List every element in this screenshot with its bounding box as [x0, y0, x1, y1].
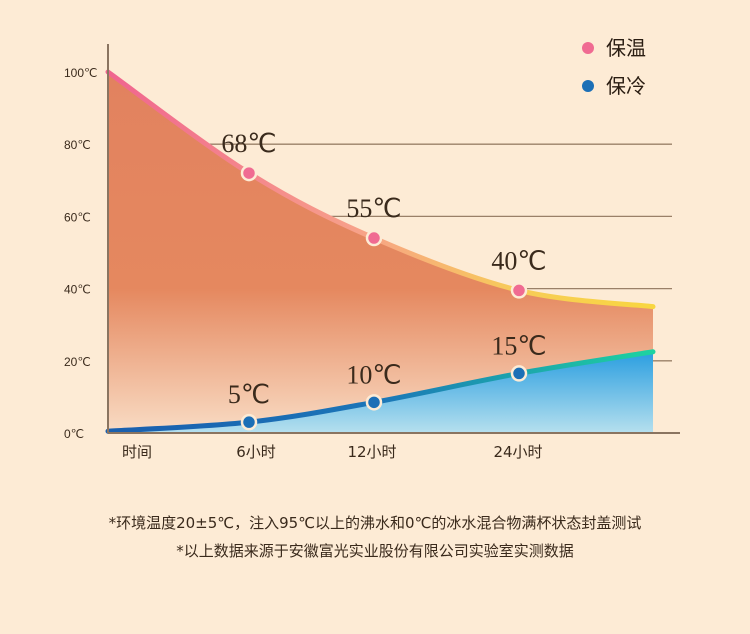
y-tick-label: 80℃	[64, 138, 91, 152]
data-source-note: *以上数据来源于安徽富光实业股份有限公司实验室实测数据	[176, 542, 574, 560]
y-tick-label: 100℃	[64, 66, 98, 80]
keep-warm-point-label: 55℃	[346, 194, 401, 223]
y-tick-label: 20℃	[64, 355, 91, 369]
y-tick-label: 0℃	[64, 427, 84, 441]
x-tick-label: 6小时	[236, 443, 276, 461]
keep-warm-legend-label: 保温	[606, 36, 646, 60]
keep-cold-area	[108, 351, 653, 433]
keep-cold-point-label: 5℃	[228, 380, 270, 409]
keep-cold-data-point	[240, 413, 258, 431]
test-condition-note: *环境温度20±5℃，注入95℃以上的沸水和0℃的冰水混合物满杯状态封盖测试	[108, 514, 642, 532]
keep-cold-point-label: 15℃	[491, 331, 546, 360]
keep-cold-legend-label: 保冷	[606, 74, 646, 98]
x-tick-label: 24小时	[493, 443, 542, 461]
keep-cold-point-label: 10℃	[346, 360, 401, 389]
y-tick-label: 60℃	[64, 210, 91, 224]
keep-warm-point-label: 68℃	[221, 129, 276, 158]
keep-warm-area	[108, 72, 653, 433]
y-tick-label: 40℃	[64, 283, 91, 297]
keep-warm-data-point	[510, 282, 528, 299]
keep-cold-legend-marker	[582, 80, 594, 92]
x-tick-label: 时间	[122, 443, 152, 461]
keep-warm-data-point	[240, 164, 258, 182]
keep-cold-data-point	[510, 365, 528, 382]
keep-cold-data-point	[365, 394, 383, 411]
keep-warm-data-point	[365, 229, 383, 247]
keep-warm-legend-marker	[582, 42, 594, 54]
keep-warm-point-label: 40℃	[491, 246, 546, 275]
x-tick-label: 12小时	[347, 443, 396, 461]
